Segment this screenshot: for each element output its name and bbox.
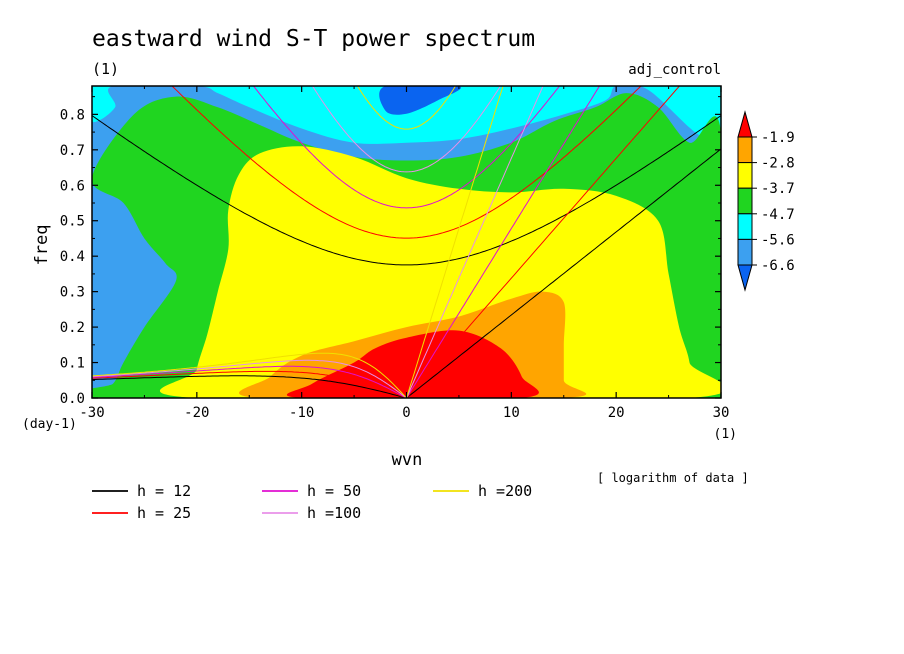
plot-area <box>92 86 721 398</box>
legend-label: h =200 <box>478 482 532 500</box>
y-tick-label: 0.2 <box>60 320 85 336</box>
gravity-curve <box>252 86 561 209</box>
x-axis-label: wvn <box>392 450 423 470</box>
colorbar-label: -3.7 <box>761 181 795 197</box>
x-tick-label: -30 <box>79 405 104 421</box>
colorbar-label: -2.8 <box>761 156 795 172</box>
colorbar-label: -5.6 <box>761 232 795 248</box>
colorbar-top-arrow <box>737 110 753 138</box>
gravity-curve <box>311 86 502 173</box>
y-tick-label: 0.5 <box>60 214 85 230</box>
contour-region-l6 <box>286 330 539 398</box>
y-tick-label: 0.3 <box>60 285 85 301</box>
gravity-curve <box>92 115 721 266</box>
kelvin-curve <box>406 148 721 398</box>
rossby-curve <box>92 375 407 398</box>
gravity-curve <box>171 86 642 239</box>
contour-region-l1 <box>92 86 721 144</box>
colorbar-label: -4.7 <box>761 207 795 223</box>
kelvin-curve <box>406 86 544 398</box>
rossby-curve <box>92 352 407 398</box>
kelvin-curve <box>406 86 681 398</box>
chart-title: eastward wind S-T power spectrum <box>92 26 535 52</box>
y-tick-label: 0.0 <box>60 391 85 407</box>
experiment-label: adj_control <box>628 62 721 78</box>
colorbar-label: -6.6 <box>761 258 795 274</box>
contour-region-blue_top <box>379 86 461 115</box>
y-tick-label: 0.4 <box>60 249 85 265</box>
y-tick-label: 0.6 <box>60 178 85 194</box>
rossby-curve <box>92 359 407 398</box>
rossby-curve <box>92 365 407 398</box>
kelvin-curve <box>406 86 601 398</box>
colorbar-bottom-arrow <box>737 264 753 292</box>
curve-legend: h = 12 h = 25 h = 50 h =100 h =200 <box>92 482 532 522</box>
x-axis-unit: (1) <box>714 427 737 442</box>
y-axis-label: freq <box>32 225 52 266</box>
legend-label: h = 50 <box>307 482 361 500</box>
colorbar: -1.9 -2.8 -3.7 -4.7 -5.6 -6.6 <box>737 110 795 292</box>
x-tick-label: 20 <box>608 405 625 421</box>
y-axis-unit: (day-1) <box>22 417 77 432</box>
legend-label: h =100 <box>307 504 361 522</box>
colorbar-segment <box>737 213 753 240</box>
colorbar-segment <box>737 136 753 164</box>
rossby-curve <box>92 370 407 398</box>
x-tick-label: 30 <box>713 405 730 421</box>
x-tick-label: 10 <box>503 405 520 421</box>
colorbar-segment <box>737 162 753 189</box>
x-tick-label: 0 <box>402 405 410 421</box>
colorbar-segment <box>737 238 753 266</box>
legend-label: h = 12 <box>137 482 191 500</box>
colorbar-segment <box>737 187 753 215</box>
y-tick-label: 0.7 <box>60 143 85 159</box>
y-tick-label: 0.1 <box>60 356 85 372</box>
legend-label: h = 25 <box>137 504 191 522</box>
log-note: [ logarithm of data ] <box>597 471 749 485</box>
kelvin-curve <box>406 86 504 398</box>
gravity-curve <box>356 86 457 130</box>
x-tick-label: -10 <box>289 405 314 421</box>
title-unit: (1) <box>92 60 119 78</box>
colorbar-label: -1.9 <box>761 130 795 146</box>
x-tick-label: -20 <box>184 405 209 421</box>
y-tick-label: 0.8 <box>60 107 85 123</box>
